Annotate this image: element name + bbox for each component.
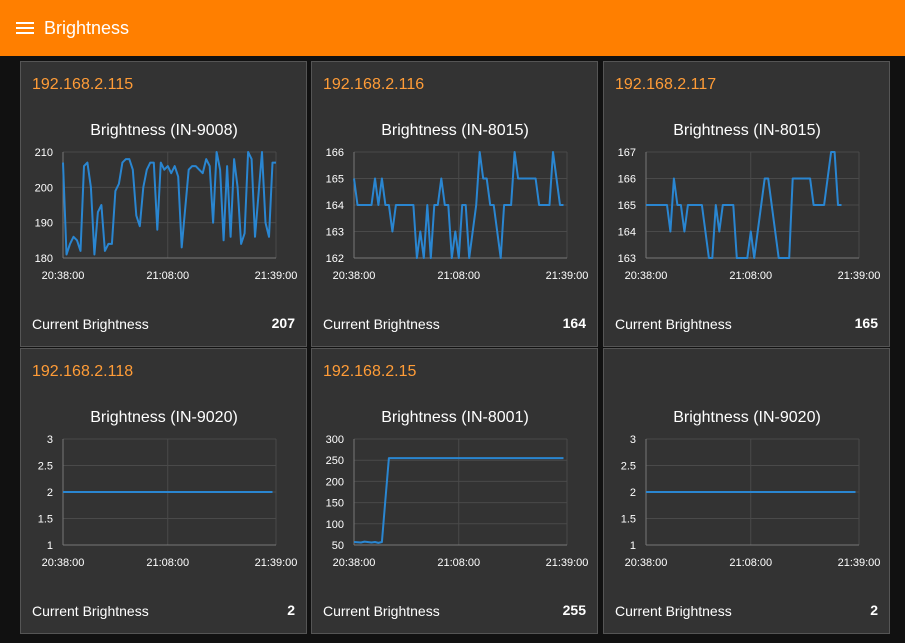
y-tick-label: 250 — [326, 455, 344, 467]
current-brightness-value: 164 — [562, 315, 586, 331]
y-tick-label: 167 — [618, 147, 636, 159]
current-brightness-label: Current Brightness — [32, 603, 149, 619]
x-tick-label: 20:38:00 — [42, 270, 85, 282]
brightness-chart: Brightness (IN-8015) 163 164 165 166 167 20:38… — [618, 122, 881, 282]
y-tick-label: 2 — [630, 487, 636, 499]
y-tick-label: 1.5 — [38, 514, 53, 526]
x-tick-label: 21:08:00 — [437, 270, 480, 282]
current-brightness-label: Current Brightness — [32, 316, 149, 332]
current-brightness-value: 2 — [287, 602, 295, 618]
x-tick-label: 21:08:00 — [437, 557, 480, 569]
y-tick-label: 166 — [618, 174, 636, 186]
x-tick-label: 21:39:00 — [255, 557, 298, 569]
device-ip-label: 192.168.2.15 — [323, 363, 417, 380]
brightness-chart: Brightness (IN-8001) 50 100 150 200 250 300 20:… — [326, 409, 589, 569]
y-tick-label: 180 — [35, 253, 53, 265]
x-tick-label: 21:39:00 — [546, 557, 589, 569]
y-tick-label: 3 — [47, 434, 53, 446]
y-tick-label: 100 — [326, 519, 344, 531]
chart-card-4: 192.168.2.15 Brightness (IN-8001) 50 100 15… — [311, 348, 598, 634]
y-tick-label: 200 — [35, 182, 53, 194]
x-tick-label: 20:38:00 — [333, 557, 376, 569]
y-tick-label: 50 — [332, 540, 344, 552]
y-tick-label: 165 — [326, 174, 344, 186]
brightness-chart: Brightness (IN-8015) 162 163 164 165 166 20:38… — [326, 122, 589, 282]
y-tick-label: 164 — [618, 227, 636, 239]
y-tick-label: 2.5 — [38, 461, 53, 473]
series-line — [353, 457, 564, 544]
y-tick-label: 200 — [326, 476, 344, 488]
x-tick-label: 21:08:00 — [729, 270, 772, 282]
y-tick-label: 163 — [618, 253, 636, 265]
y-tick-label: 2.5 — [621, 461, 636, 473]
x-tick-label: 21:39:00 — [838, 557, 881, 569]
y-tick-label: 300 — [326, 434, 344, 446]
device-ip-label: 192.168.2.116 — [323, 76, 425, 93]
chart-card-0: 192.168.2.115 Brightness (IN-9008) 180 190… — [20, 61, 307, 347]
x-tick-label: 21:39:00 — [838, 270, 881, 282]
x-tick-label: 21:39:00 — [255, 270, 298, 282]
y-tick-label: 210 — [35, 147, 53, 159]
brightness-chart: Brightness (IN-9020) 1 1.5 2 2.5 3 20:38:00 21:… — [621, 409, 881, 569]
chart-title: Brightness (IN-9020) — [90, 409, 238, 426]
x-tick-label: 20:38:00 — [42, 557, 85, 569]
page-title: Brightness — [44, 17, 130, 38]
current-brightness-label: Current Brightness — [323, 316, 440, 332]
x-tick-label: 20:38:00 — [625, 270, 668, 282]
chart-title: Brightness (IN-8015) — [381, 122, 529, 139]
top-app-bar: Brightness — [0, 0, 905, 56]
y-tick-label: 1 — [47, 540, 53, 552]
series-line — [62, 151, 276, 256]
y-tick-label: 166 — [326, 147, 344, 159]
y-tick-label: 1 — [630, 540, 636, 552]
y-tick-label: 165 — [618, 200, 636, 212]
chart-title: Brightness (IN-8015) — [673, 122, 821, 139]
x-tick-label: 20:38:00 — [625, 557, 668, 569]
y-tick-label: 164 — [326, 200, 344, 212]
y-tick-label: 162 — [326, 253, 344, 265]
hamburger-menu-icon[interactable] — [16, 21, 34, 35]
device-ip-label: 192.168.2.118 — [32, 363, 134, 380]
y-tick-label: 150 — [326, 498, 344, 510]
x-tick-label: 21:39:00 — [546, 270, 589, 282]
series-line — [646, 151, 842, 259]
current-brightness-label: Current Brightness — [323, 603, 440, 619]
device-ip-label: 192.168.2.115 — [32, 76, 134, 93]
y-tick-label: 3 — [630, 434, 636, 446]
x-tick-label: 21:08:00 — [729, 557, 772, 569]
series-line — [353, 151, 564, 259]
x-tick-label: 21:08:00 — [146, 270, 189, 282]
x-tick-label: 21:08:00 — [146, 557, 189, 569]
current-brightness-label: Current Brightness — [615, 603, 732, 619]
y-tick-label: 2 — [47, 487, 53, 499]
device-ip-label: 192.168.2.117 — [615, 76, 717, 93]
y-tick-label: 190 — [35, 218, 53, 230]
y-tick-label: 163 — [326, 227, 344, 239]
brightness-chart: Brightness (IN-9008) 180 190 200 210 20:38:00… — [35, 122, 298, 282]
chart-card-2: 192.168.2.117 Brightness (IN-8015) 163 164… — [603, 61, 890, 347]
current-brightness-value: 165 — [854, 315, 878, 331]
y-tick-label: 1.5 — [621, 514, 636, 526]
brightness-chart: Brightness (IN-9020) 1 1.5 2 2.5 3 20:38:00 21:… — [38, 409, 298, 569]
chart-title: Brightness (IN-9020) — [673, 409, 821, 426]
current-brightness-label: Current Brightness — [615, 316, 732, 332]
chart-card-1: 192.168.2.116 Brightness (IN-8015) 162 163… — [311, 61, 598, 347]
x-tick-label: 20:38:00 — [333, 270, 376, 282]
current-brightness-value: 207 — [271, 315, 295, 331]
current-brightness-value: 255 — [562, 602, 586, 618]
chart-title: Brightness (IN-8001) — [381, 409, 529, 426]
current-brightness-value: 2 — [870, 602, 878, 618]
chart-card-5: Brightness (IN-9020) 1 1.5 2 2.5 3 20:38:00 21:… — [603, 348, 890, 634]
chart-card-3: 192.168.2.118 Brightness (IN-9020) 1 1.5 2 2… — [20, 348, 307, 634]
chart-title: Brightness (IN-9008) — [90, 122, 238, 139]
